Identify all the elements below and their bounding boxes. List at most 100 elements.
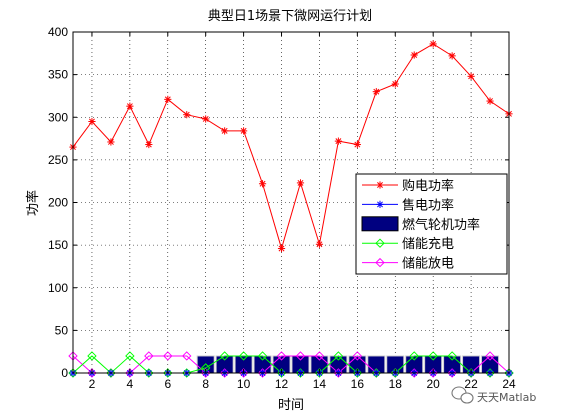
data-point [428, 368, 438, 378]
data-point [200, 368, 211, 378]
legend-marker [376, 181, 384, 189]
legend-label: 燃气轮机功率 [402, 217, 480, 233]
data-point [447, 351, 457, 361]
data-point [219, 351, 230, 361]
y-tick-label: 150 [48, 238, 68, 252]
chart-grid [73, 32, 509, 373]
y-tick-label: 50 [55, 323, 69, 337]
data-point [485, 351, 495, 361]
y-tick-label: 200 [48, 196, 68, 210]
x-tick-label: 14 [313, 377, 327, 391]
data-point [202, 115, 210, 123]
data-point [238, 351, 249, 361]
data-point [353, 140, 361, 149]
data-point [315, 240, 324, 248]
wechat-icon [451, 386, 474, 404]
data-point [125, 351, 135, 361]
data-point [88, 117, 96, 126]
data-point [485, 368, 495, 378]
watermark: 天天Matlab [451, 386, 536, 404]
x-tick-label: 24 [502, 377, 516, 391]
data-point [145, 140, 153, 149]
data-point [87, 351, 97, 361]
data-point [333, 351, 344, 361]
data-point [409, 351, 419, 361]
data-point [144, 368, 154, 378]
x-axis-label: 时间 [278, 398, 304, 413]
axis-ticks: 2 4 6 8 10 12 14 16 18 20 22 2405010015020025030035… [48, 25, 516, 391]
data-point [333, 368, 344, 378]
data-point [391, 80, 399, 88]
x-tick-label: 4 [127, 377, 134, 391]
data-point [295, 368, 306, 378]
data-point [257, 368, 268, 378]
data-point [182, 368, 192, 378]
data-point [257, 351, 268, 361]
data-point [277, 244, 286, 253]
data-point [182, 351, 192, 361]
data-point [296, 179, 305, 187]
data-point [429, 40, 437, 48]
data-point [126, 102, 134, 110]
x-tick-label: 10 [237, 377, 251, 391]
data-point [352, 368, 363, 378]
data-point [390, 368, 400, 378]
data-point [258, 180, 267, 188]
data-point [164, 95, 172, 103]
legend-label: 购电功率 [402, 178, 454, 194]
data-point [447, 368, 457, 378]
chart-title: 典型日1场景下微网运行计划 [208, 9, 372, 24]
legend-label: 储能放电 [402, 257, 454, 272]
data-point [183, 111, 191, 119]
data-point [87, 368, 97, 378]
data-point [68, 368, 78, 378]
x-tick-label: 18 [389, 377, 403, 391]
legend-label: 售电功率 [402, 197, 454, 213]
y-tick-label: 250 [48, 153, 68, 167]
y-tick-label: 100 [48, 281, 68, 295]
data-point [163, 368, 173, 378]
series-line [72, 43, 510, 251]
legend-marker [375, 238, 385, 248]
data-point [295, 351, 306, 361]
x-tick-label: 20 [426, 377, 440, 391]
data-point [372, 88, 380, 96]
y-tick-label: 300 [48, 110, 68, 124]
data-point [276, 351, 287, 361]
data-point [504, 368, 514, 378]
data-point [466, 368, 476, 378]
data-point [428, 351, 438, 361]
data-point [352, 351, 363, 361]
x-tick-label: 16 [351, 377, 365, 391]
data-point [107, 138, 115, 146]
data-point [238, 368, 249, 378]
y-axis-label: 功率 [25, 190, 41, 216]
x-tick-label: 6 [164, 377, 171, 391]
y-tick-label: 0 [61, 366, 68, 380]
data-point [144, 351, 154, 361]
data-point [125, 368, 135, 378]
y-tick-label: 400 [48, 25, 68, 39]
data-point [410, 51, 418, 59]
data-point [314, 351, 325, 361]
data-point [276, 368, 287, 378]
data-point [240, 127, 248, 135]
data-point [106, 368, 116, 378]
data-point [467, 72, 475, 80]
legend-marker [376, 200, 384, 208]
legend-label: 储能充电 [402, 236, 454, 252]
data-point [221, 127, 229, 135]
x-tick-label: 12 [275, 377, 289, 391]
data-point [409, 368, 419, 378]
legend-marker [375, 257, 385, 268]
data-point [448, 52, 456, 60]
watermark-text: 天天Matlab [477, 391, 536, 404]
data-point [163, 351, 173, 361]
data-point [371, 368, 382, 378]
x-tick-label: 2 [89, 377, 96, 391]
x-tick-label: 8 [202, 377, 209, 391]
data-point [219, 368, 230, 378]
legend-swatch [361, 216, 399, 232]
